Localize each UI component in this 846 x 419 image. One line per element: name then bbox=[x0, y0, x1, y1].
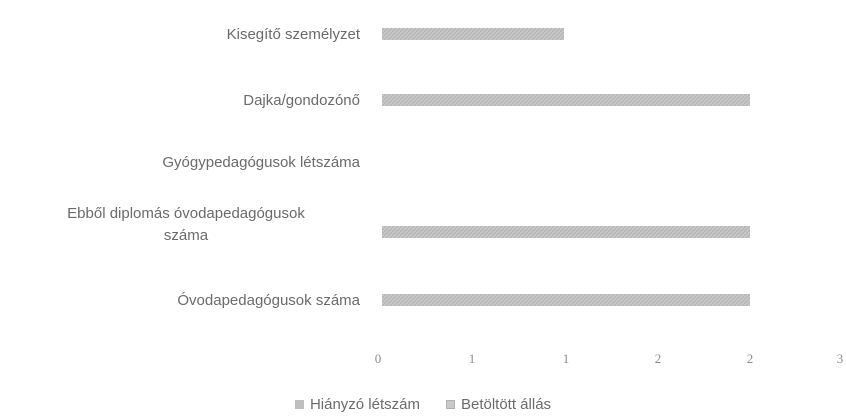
legend-swatch-series-1 bbox=[294, 399, 304, 409]
legend: Hiányzó létszám Betöltött állás bbox=[0, 392, 846, 416]
legend-label-series-1: Hiányzó létszám bbox=[309, 395, 420, 413]
category-label-5: Óvodapedagógusok száma bbox=[177, 292, 360, 309]
x-axis-ticks: 0 1 1 2 2 3 bbox=[375, 351, 844, 366]
category-label-1: Kisegítő személyzet bbox=[227, 26, 361, 43]
x-tick-0: 0 bbox=[375, 351, 382, 366]
category-label-4: Ebből diplomás óvodapedagógusok száma bbox=[67, 205, 305, 244]
bars-group bbox=[382, 28, 750, 306]
category-labels: Kisegítő személyzet Dajka/gondozónő Gyógyp… bbox=[67, 26, 361, 309]
category-label-2: Dajka/gondozónő bbox=[243, 92, 360, 109]
x-tick-5: 3 bbox=[837, 351, 844, 366]
legend-swatch-series-2 bbox=[445, 399, 455, 409]
x-tick-4: 2 bbox=[747, 351, 754, 366]
bar-1 bbox=[382, 28, 564, 40]
bar-5 bbox=[382, 294, 750, 306]
legend-item-series-2: Betöltött állás bbox=[445, 395, 552, 413]
x-tick-1: 1 bbox=[469, 351, 476, 366]
x-tick-3: 2 bbox=[655, 351, 662, 366]
bar-2 bbox=[382, 94, 750, 106]
category-label-3: Gyógypedagógusok létszáma bbox=[162, 154, 360, 171]
legend-label-series-2: Betöltött állás bbox=[460, 395, 552, 413]
bar-4 bbox=[382, 226, 750, 238]
x-tick-2: 1 bbox=[563, 351, 570, 366]
legend-item-series-1: Hiányzó létszám bbox=[294, 395, 420, 413]
